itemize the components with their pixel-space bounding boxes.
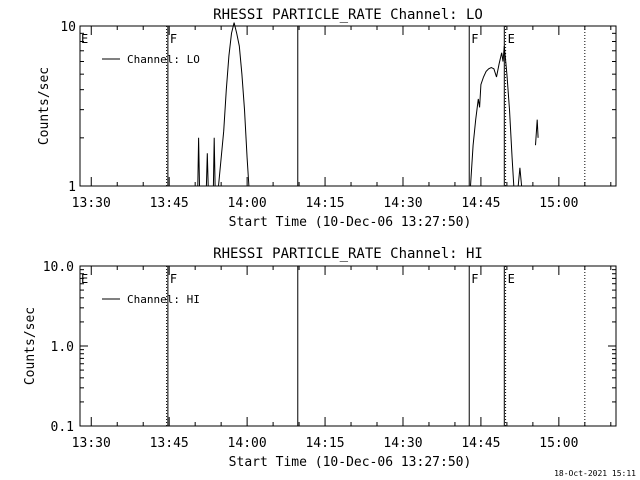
event-label: F <box>170 32 177 46</box>
edge-label: E <box>81 32 88 46</box>
x-tick-label: 15:00 <box>539 436 578 451</box>
x-tick-label: 13:30 <box>72 196 111 211</box>
x-tick-label: 13:45 <box>150 196 189 211</box>
y-tick-label: 10.0 <box>43 260 74 275</box>
x-tick-label: 14:30 <box>383 196 422 211</box>
x-tick-label: 13:45 <box>150 436 189 451</box>
series-line-channel-lo <box>470 45 515 187</box>
x-tick-label: 14:15 <box>305 436 344 451</box>
y-tick-label: 10 <box>60 20 76 35</box>
y-axis-label: Counts/sec <box>23 307 38 385</box>
y-axis-label: Counts/sec <box>37 67 52 145</box>
x-tick-label: 14:00 <box>228 436 267 451</box>
event-label: F <box>170 272 177 286</box>
event-label: E <box>508 272 515 286</box>
y-tick-label: 1.0 <box>51 340 74 355</box>
legend-label: Channel: LO <box>127 53 200 66</box>
x-tick-label: 14:45 <box>461 196 500 211</box>
generation-timestamp: 18-Oct-2021 15:11 <box>554 469 636 478</box>
series-line-channel-lo <box>218 22 250 187</box>
chart-title: RHESSI PARTICLE_RATE Channel: LO <box>213 7 483 23</box>
y-tick-label: 0.1 <box>51 420 74 435</box>
x-axis-label: Start Time (10-Dec-06 13:27:50) <box>229 215 472 230</box>
event-label: F <box>471 272 478 286</box>
x-tick-label: 14:45 <box>461 436 500 451</box>
series-line-channel-lo <box>197 137 200 187</box>
plot-frame <box>79 25 617 187</box>
series-line-channel-lo <box>517 167 523 187</box>
x-tick-label: 14:15 <box>305 196 344 211</box>
series-line-channel-lo <box>205 153 209 187</box>
event-label: F <box>471 32 478 46</box>
series-line-channel-lo <box>212 137 216 187</box>
edge-label: E <box>81 272 88 286</box>
x-axis-label: Start Time (10-Dec-06 13:27:50) <box>229 455 472 470</box>
plot-frame <box>79 265 617 427</box>
x-tick-label: 13:30 <box>72 436 111 451</box>
chart-title: RHESSI PARTICLE_RATE Channel: HI <box>213 246 483 262</box>
series-line-channel-lo <box>535 119 539 146</box>
x-tick-label: 14:00 <box>228 196 267 211</box>
legend-label: Channel: HI <box>127 293 200 306</box>
y-tick-label: 1 <box>68 180 76 195</box>
event-label: E <box>508 32 515 46</box>
x-tick-label: 14:30 <box>383 436 422 451</box>
x-tick-label: 15:00 <box>539 196 578 211</box>
